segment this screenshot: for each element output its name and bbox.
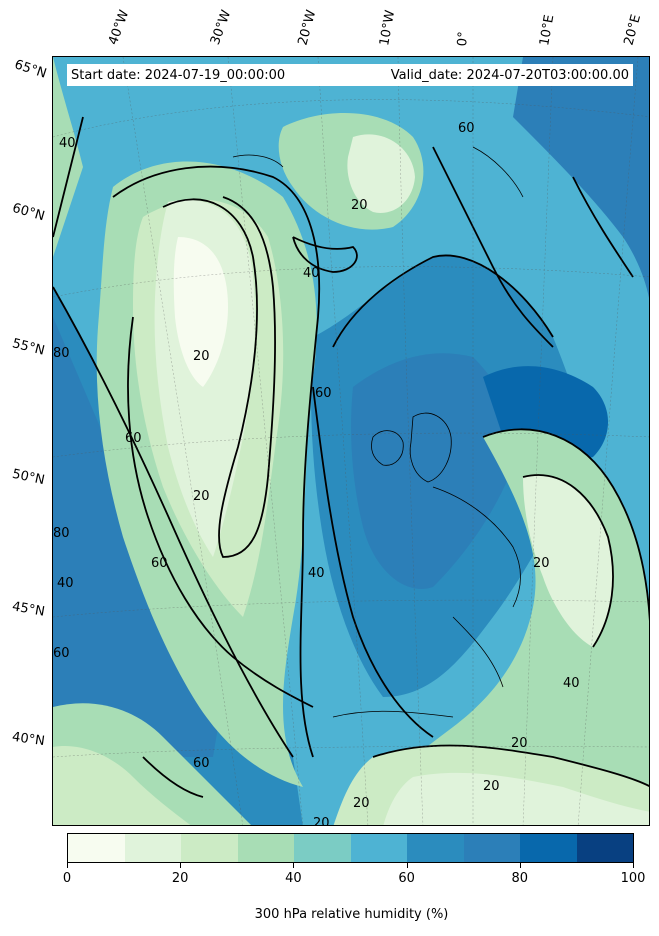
colorbar-segment — [350, 834, 407, 862]
lat-label-60n: 60°N — [10, 200, 47, 225]
colorbar-segment — [520, 834, 577, 862]
colorbar-segment — [407, 834, 464, 862]
colorbar-segment — [294, 834, 351, 862]
contour-label-60: 60 — [193, 756, 210, 771]
colorbar-tick-label: 80 — [511, 871, 529, 886]
lon-label-10w: 10°W — [377, 9, 399, 48]
contour-label-20: 20 — [533, 556, 550, 571]
contour-label-20: 20 — [483, 779, 500, 794]
lon-label-20w: 20°W — [295, 8, 320, 47]
lat-label-40n: 40°N — [11, 729, 46, 750]
contour-label-20: 20 — [193, 489, 210, 504]
contour-label-60: 60 — [53, 646, 70, 661]
contour-label-40: 40 — [57, 576, 74, 591]
colorbar-tick-label: 60 — [398, 871, 415, 886]
colorbar-tick — [633, 863, 634, 868]
lat-label-55n: 55°N — [10, 336, 47, 359]
valid-date-label: Valid_date: 2024-07-20T03:00:00.00 — [390, 67, 629, 83]
contour-label-20: 20 — [353, 796, 370, 811]
contour-label-60: 60 — [125, 431, 142, 446]
colorbar-segment — [463, 834, 520, 862]
colorbar-tick-label: 40 — [285, 871, 302, 886]
colorbar-tick — [67, 863, 68, 868]
contour-label-20: 20 — [351, 198, 368, 213]
contour-label-60: 60 — [151, 556, 168, 571]
colorbar-tick — [293, 863, 295, 868]
colorbar-tick-label: 100 — [620, 871, 646, 886]
lon-label-30w: 30°W — [207, 8, 235, 47]
colorbar-segment — [237, 834, 294, 862]
contour-label-40: 40 — [563, 676, 580, 691]
lat-label-50n: 50°N — [10, 466, 46, 489]
colorbar-segment — [576, 834, 633, 862]
colorbar-tick — [406, 863, 408, 868]
contour-label-80: 80 — [53, 526, 70, 541]
colorbar-tick — [519, 863, 521, 868]
lon-label-10e: 10°E — [537, 13, 558, 47]
colorbar-segment — [68, 834, 125, 862]
start-date-label: Start date: 2024-07-19_00:00:00 — [71, 67, 286, 83]
colorbar — [67, 833, 634, 863]
colorbar-segment — [124, 834, 181, 862]
contour-label-40: 40 — [308, 566, 325, 581]
lon-label-20e: 20°E — [621, 12, 645, 48]
contour-label-60: 60 — [458, 121, 475, 136]
map-panel: 20 20 20 20 20 20 20 20 40 40 40 40 40 6… — [52, 56, 650, 826]
contour-label-40: 40 — [303, 266, 320, 281]
colorbar-tick-label: 0 — [62, 871, 72, 886]
lat-label-65n: 65°N — [12, 57, 49, 82]
lat-label-45n: 45°N — [10, 599, 46, 620]
lon-label-40w: 40°W — [105, 8, 133, 47]
contour-label-40: 40 — [59, 136, 76, 151]
colorbar-tick — [180, 863, 182, 868]
colorbar-segment — [181, 834, 238, 862]
date-header: Start date: 2024-07-19_00:00:00 Valid_da… — [67, 64, 633, 86]
humidity-map: 20 20 20 20 20 20 20 20 40 40 40 40 40 6… — [53, 57, 649, 826]
contour-label-20: 20 — [511, 736, 528, 751]
lon-label-0: 0° — [455, 30, 472, 47]
colorbar-title: 300 hPa relative humidity (%) — [254, 907, 449, 922]
contour-label-80: 80 — [53, 346, 70, 361]
contour-label-20: 20 — [313, 816, 330, 826]
colorbar-tick-label: 20 — [171, 871, 189, 886]
contour-label-20: 20 — [193, 349, 210, 364]
contour-label-60: 60 — [315, 386, 332, 401]
